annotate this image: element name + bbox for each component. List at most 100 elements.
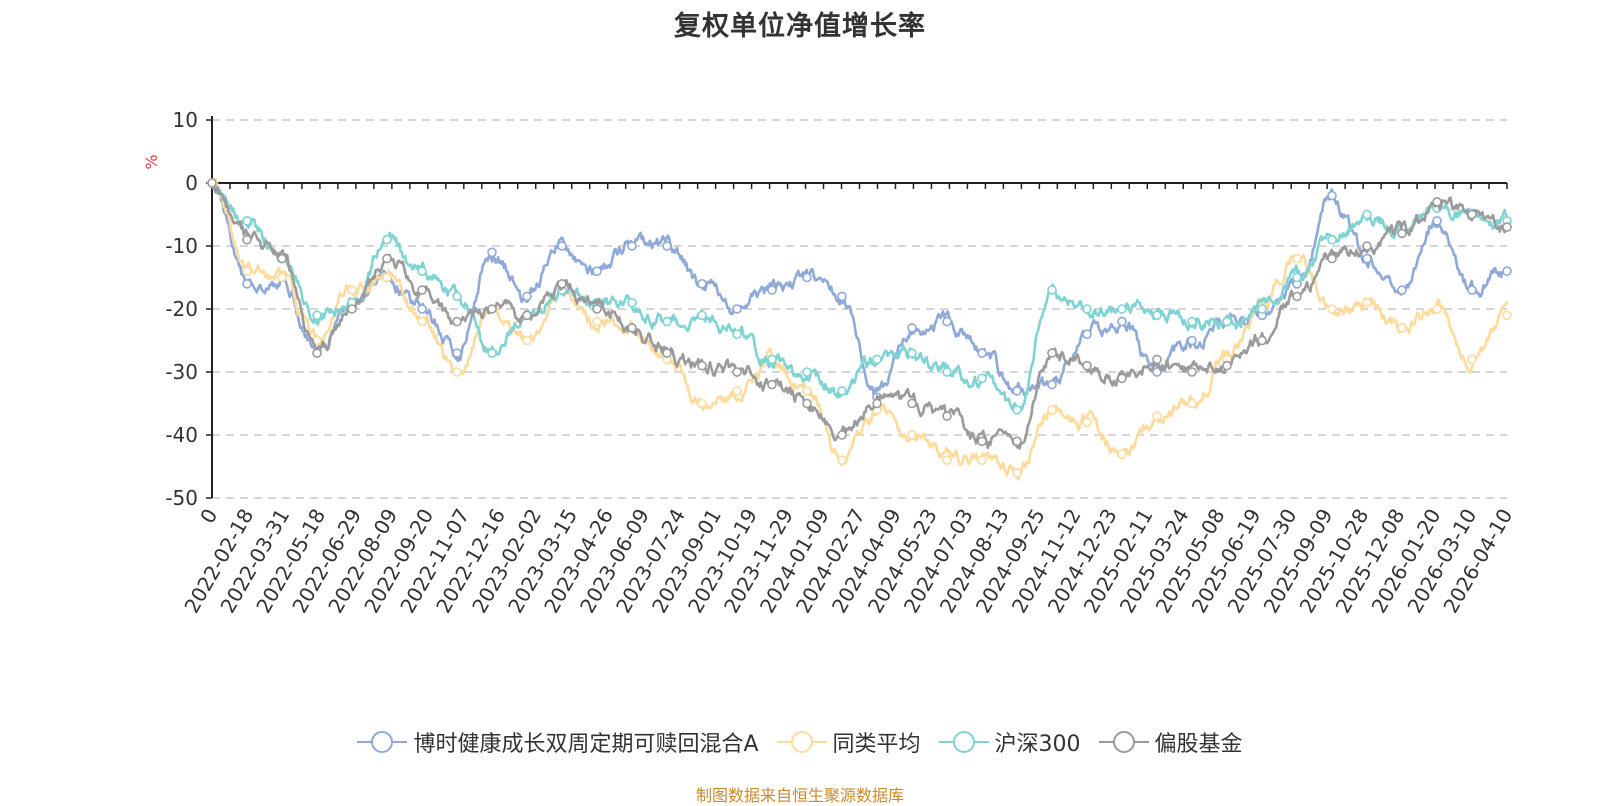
data-point	[1082, 417, 1092, 428]
data-point	[1432, 197, 1442, 207]
data-point	[1397, 323, 1407, 333]
data-point	[522, 335, 532, 346]
legend-label-fund: 博时健康成长双周定期可赎回混合A	[413, 732, 759, 757]
data-point	[382, 234, 392, 245]
legend-item-peer-average[interactable]: 同类平均	[776, 726, 921, 758]
data-point	[907, 348, 917, 358]
data-point	[872, 398, 882, 409]
data-point	[1327, 190, 1337, 201]
legend: 博时健康成长双周定期可赎回混合A 同类平均 沪深300 偏股基金	[0, 722, 1600, 762]
legend-marker-fund	[357, 731, 408, 753]
data-point	[487, 348, 497, 358]
data-point	[837, 291, 847, 302]
data-point	[242, 216, 252, 226]
legend-marker-peer-average	[776, 731, 827, 753]
data-point	[1362, 253, 1372, 264]
data-point	[1047, 379, 1057, 390]
data-point	[417, 304, 427, 314]
data-point	[662, 348, 672, 358]
legend-label-hs300: 沪深300	[994, 732, 1081, 757]
tick-labels: 100-10-20-30-40-50%02022-02-182022-03-31…	[142, 108, 1517, 617]
data-point	[1292, 291, 1302, 302]
data-point	[732, 386, 742, 396]
data-point	[557, 241, 567, 251]
series-lines	[207, 177, 1512, 481]
data-point	[837, 455, 847, 466]
legend-item-hs300[interactable]: 沪深300	[938, 726, 1081, 758]
data-point	[977, 436, 987, 447]
legend-item-equity-fund[interactable]: 偏股基金	[1098, 726, 1243, 758]
series-line-2	[210, 177, 1509, 481]
data-point	[1082, 329, 1092, 340]
legend-item-fund[interactable]: 博时健康成长双周定期可赎回混合A	[357, 726, 759, 758]
data-point	[1082, 304, 1092, 314]
data-point	[522, 310, 532, 321]
data-point	[312, 348, 322, 358]
data-point	[347, 285, 357, 295]
data-point	[1327, 304, 1337, 314]
data-point	[1362, 209, 1372, 220]
data-point	[837, 430, 847, 440]
data-point	[1502, 310, 1512, 321]
data-point	[907, 323, 917, 333]
y-tick-label: 0	[185, 171, 198, 195]
data-point	[1327, 253, 1337, 264]
data-point	[382, 272, 392, 283]
axes	[206, 116, 1508, 499]
data-point	[557, 278, 567, 289]
data-point	[277, 253, 287, 264]
data-point	[1362, 297, 1372, 308]
chart-title: 复权单位净值增长率	[674, 11, 926, 42]
data-point	[942, 455, 952, 466]
data-point	[347, 304, 357, 314]
data-point	[1117, 373, 1127, 384]
data-point	[942, 411, 952, 421]
data-point	[1292, 272, 1302, 283]
data-point	[242, 266, 252, 277]
data-point	[872, 354, 882, 365]
data-point	[767, 354, 777, 365]
data-point	[802, 367, 812, 377]
data-point	[487, 247, 497, 258]
data-point	[1467, 285, 1477, 295]
legend-marker-equity-fund	[1098, 731, 1149, 753]
data-point	[627, 241, 637, 251]
data-point	[1152, 354, 1162, 365]
data-point	[1187, 398, 1197, 409]
data-point	[1117, 449, 1127, 459]
data-point	[942, 316, 952, 327]
data-point	[1012, 386, 1022, 396]
data-point	[487, 304, 497, 314]
data-point	[627, 323, 637, 333]
data-point	[1187, 316, 1197, 327]
data-point	[1257, 335, 1267, 346]
data-point	[452, 291, 462, 302]
series-line-1	[210, 182, 1508, 397]
data-point	[417, 285, 427, 295]
data-point	[1012, 404, 1022, 415]
y-tick-label: -40	[165, 423, 198, 447]
data-point	[207, 178, 217, 188]
data-point	[1047, 285, 1057, 295]
line-chart: 100-10-20-30-40-50%02022-02-182022-03-31…	[142, 108, 1517, 617]
data-point	[732, 304, 742, 314]
data-point	[802, 386, 812, 396]
data-point	[1397, 228, 1407, 239]
data-point	[907, 398, 917, 409]
y-tick-label: 10	[173, 108, 198, 132]
data-point	[732, 329, 742, 340]
data-point	[452, 316, 462, 327]
data-point	[277, 272, 287, 283]
data-point	[977, 455, 987, 466]
data-point	[312, 310, 322, 321]
data-point	[592, 266, 602, 277]
data-point	[662, 241, 672, 251]
data-point	[1012, 436, 1022, 447]
data-point	[1117, 316, 1127, 327]
data-point	[697, 278, 707, 289]
data-point	[1432, 304, 1442, 314]
y-tick-label: -20	[165, 297, 198, 321]
series-line-3	[211, 180, 1509, 413]
data-point	[627, 297, 637, 308]
data-point	[1292, 253, 1302, 264]
